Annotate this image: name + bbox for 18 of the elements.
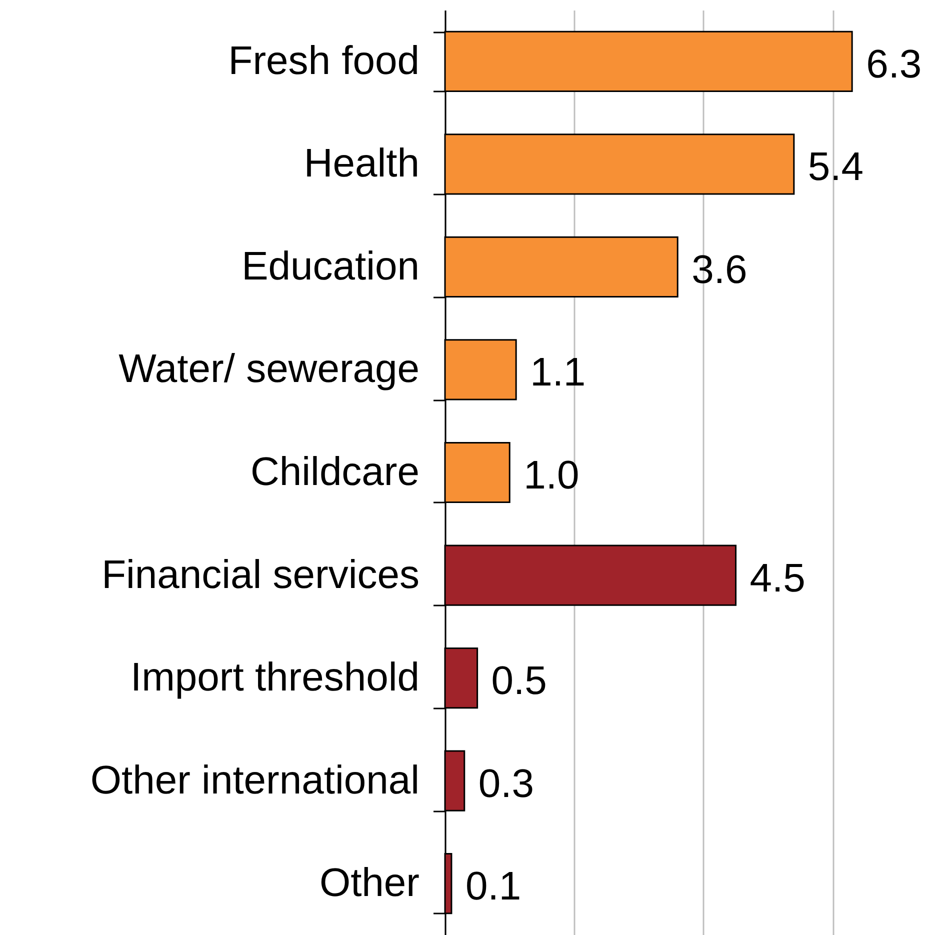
data-label: 0.3 — [478, 762, 534, 806]
y-tick-label: Education — [242, 244, 420, 288]
y-tick-label: Fresh food — [228, 38, 420, 83]
y-tick-label: Import threshold — [130, 656, 420, 700]
data-label: 0.5 — [491, 659, 547, 704]
y-tick-label: Water/ sewerage — [118, 347, 420, 392]
y-tick-label: Other — [319, 861, 420, 906]
y-tick-label: Other international — [90, 758, 420, 802]
data-label: 4.5 — [750, 556, 806, 600]
data-label: 1.0 — [524, 454, 580, 498]
y-tick-label: Childcare — [250, 450, 420, 494]
y-tick-label: Financial services — [102, 552, 420, 597]
y-tick-label: Health — [304, 142, 420, 186]
data-label: 5.4 — [808, 145, 864, 190]
data-label: 1.1 — [530, 350, 586, 395]
data-label: 6.3 — [866, 42, 922, 86]
data-label: 3.6 — [692, 248, 748, 292]
data-label: 0.1 — [465, 864, 522, 909]
